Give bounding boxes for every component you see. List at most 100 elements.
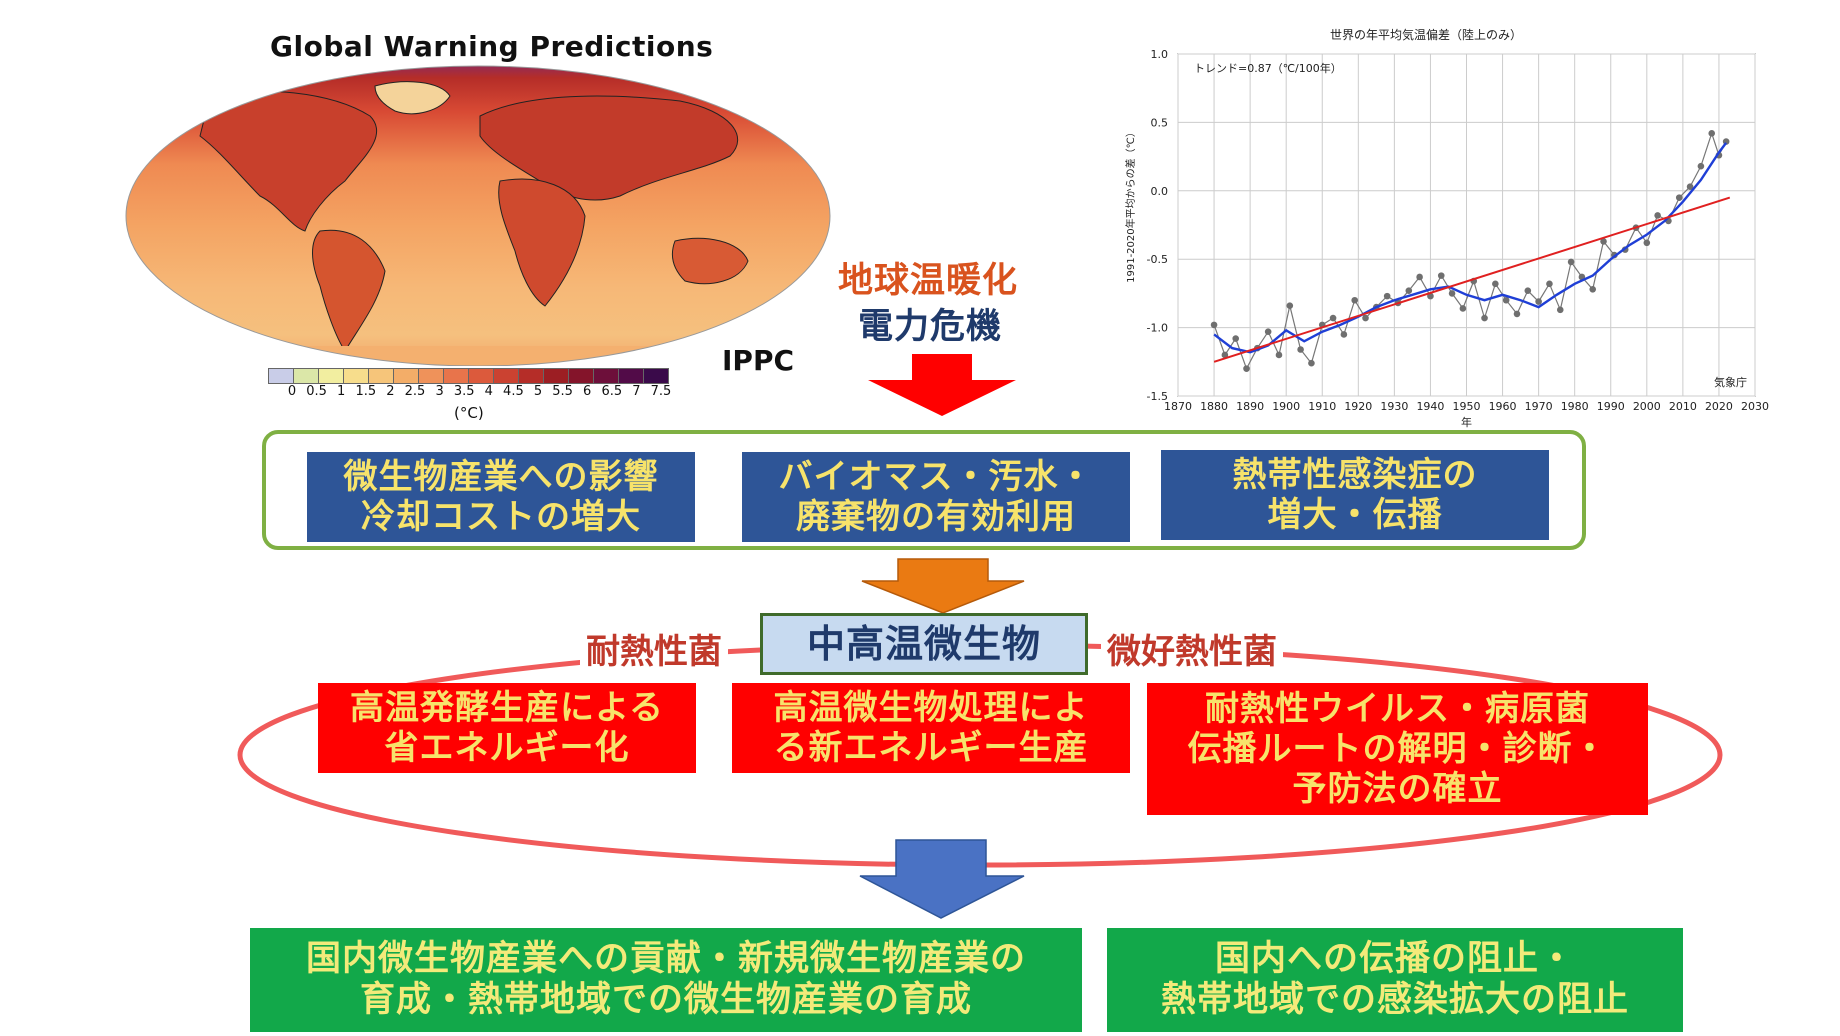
chart-annual-point	[1264, 328, 1272, 336]
label-thermophilic: 微好熱性菌	[1101, 624, 1283, 673]
colorbar-tick-label: 6.5	[601, 384, 623, 399]
colorbar-swatch	[543, 368, 568, 384]
chart-y-tick-label: 1.0	[1151, 48, 1169, 61]
chart-annual-point	[1459, 305, 1467, 312]
outcome-box-prevention-line2: 熱帯地域での感染拡大の阻止	[1160, 980, 1629, 1020]
chart-annual-point	[1286, 302, 1294, 310]
chart-annual-point	[1308, 359, 1315, 367]
outcome-box-prevention: 国内への伝播の阻止・ 熱帯地域での感染拡大の阻止	[1107, 928, 1683, 1032]
chart-annual-point	[1492, 280, 1499, 288]
chart-x-tick-label: 1870	[1164, 400, 1192, 413]
chart-y-tick-label: 0.5	[1151, 116, 1169, 129]
research-box-pathogen-line1: 耐熱性ウイルス・病原菌	[1205, 688, 1590, 729]
impact-box-infection-line2: 増大・伝播	[1267, 495, 1443, 535]
chart-annual-point	[1448, 290, 1456, 297]
chart-x-tick-label: 1880	[1200, 400, 1228, 413]
colorbar-tick-label: 7.5	[650, 384, 672, 399]
colorbar-swatch	[518, 368, 543, 384]
world-warming-map	[125, 65, 831, 366]
chart-x-tick-label: 1940	[1416, 400, 1444, 413]
chart-source-label: 気象庁	[1714, 375, 1747, 389]
temperature-anomaly-chart: 1870 1880 1890 1900 1910 1920 1930 1940 1950 1960…	[1124, 48, 1769, 429]
chart-x-tick-label: 1950	[1453, 400, 1481, 413]
label-thermotolerant: 耐熱性菌	[580, 624, 728, 673]
chart-y-tick-label: -0.5	[1147, 253, 1168, 266]
red-down-arrow-icon	[868, 354, 1016, 416]
chart-annual-point	[1502, 296, 1510, 304]
impact-frame	[262, 430, 1586, 550]
colorbar-swatch	[343, 368, 368, 384]
chart-annual-point	[1600, 238, 1607, 245]
outcome-box-industry: 国内微生物産業への貢献・新規微生物産業の 育成・熱帯地域での微生物産業の育成	[250, 928, 1082, 1032]
colorbar-swatch	[618, 368, 643, 384]
impact-box-biomass-line1: バイオマス・汚水・	[778, 456, 1094, 497]
research-box-fermentation-line2: 省エネルギー化	[384, 728, 630, 768]
chart-annual-point	[1654, 212, 1661, 219]
impact-box-infection: 熱帯性感染症の 増大・伝播	[1161, 450, 1549, 540]
chart-annual-point	[1351, 296, 1359, 304]
chart-annual-point	[1437, 272, 1445, 279]
chart-annual-point	[1243, 365, 1250, 372]
blue-down-arrow-icon	[859, 839, 1025, 919]
colorbar-swatch	[293, 368, 318, 384]
chart-annual-point	[1686, 183, 1694, 190]
map-colorbar-unit: (°C)	[454, 404, 484, 422]
outcome-box-industry-line2: 育成・熱帯地域での微生物産業の育成	[359, 980, 972, 1020]
chart-x-tick-label: 1930	[1380, 400, 1408, 413]
colorbar-swatch	[493, 368, 518, 384]
map-colorbar-ticks: 0 0.5 1 1.5 2 2.5 3 3.5 4 4.5 5 5.5 6 6.5 7 7.5	[268, 384, 688, 402]
chart-annual-point	[1535, 298, 1542, 305]
chart-annual-point	[1643, 239, 1651, 247]
chart-annual-point	[1340, 331, 1348, 338]
chart-annual-point	[1329, 314, 1337, 322]
chart-annual-point	[1567, 258, 1575, 266]
colorbar-tick-label: 4.5	[503, 384, 524, 399]
colorbar-swatch	[643, 368, 669, 384]
chart-trend-annotation: トレンド=0.87（℃/100年）	[1194, 61, 1342, 75]
colorbar-swatch	[393, 368, 418, 384]
chart-annual-point	[1546, 280, 1553, 288]
chart-y-axis-label: 1991-2020年平均からの差（℃）	[1124, 127, 1137, 283]
chart-annual-point	[1481, 314, 1488, 322]
impact-box-industry-line1: 微生物産業への影響	[343, 456, 659, 497]
colorbar-swatch	[568, 368, 593, 384]
research-box-fermentation: 高温発酵生産による 省エネルギー化	[318, 683, 696, 773]
center-microbes-box: 中高温微生物	[760, 613, 1088, 675]
caption-global-warming: 地球温暖化	[838, 261, 1019, 301]
colorbar-swatch	[418, 368, 443, 384]
chart-x-tick-label: 1970	[1525, 400, 1553, 413]
colorbar-tick-label: 2.5	[404, 384, 426, 399]
impact-box-biomass: バイオマス・汚水・ 廃棄物の有効利用	[742, 452, 1130, 542]
chart-title: 世界の年平均気温偏差（陸上のみ）	[1330, 28, 1523, 42]
chart-annual-point	[1405, 287, 1413, 294]
colorbar-tick-label: 3	[435, 384, 444, 399]
chart-annual-point	[1697, 162, 1705, 170]
chart-x-tick-label: 2030	[1741, 400, 1769, 413]
chart-y-tick-label: -1.5	[1147, 390, 1168, 403]
colorbar-tick-label: 3.5	[453, 384, 475, 399]
chart-annual-point	[1524, 287, 1532, 294]
chart-annual-point	[1297, 346, 1304, 353]
colorbar-tick-label: 5.5	[552, 384, 573, 399]
chart-x-tick-label: 2020	[1705, 400, 1733, 413]
colorbar-swatch	[268, 368, 293, 384]
map-colorbar	[268, 368, 669, 384]
chart-y-tick-label: -1.0	[1147, 322, 1168, 335]
colorbar-swatch	[318, 368, 343, 384]
chart-annual-point	[1383, 292, 1391, 300]
chart-annual-point	[1513, 310, 1521, 318]
chart-x-tick-label: 1910	[1308, 400, 1336, 413]
research-box-fermentation-line1: 高温発酵生産による	[350, 687, 664, 728]
chart-y-tick-label: 0.0	[1151, 185, 1169, 198]
colorbar-tick-label: 4	[484, 384, 493, 399]
chart-x-tick-label: 1980	[1561, 400, 1589, 413]
chart-series-trend-line	[1213, 196, 1731, 363]
colorbar-tick-label: 6	[583, 384, 592, 399]
research-box-pathogen: 耐熱性ウイルス・病原菌 伝播ルートの解明・診断・ 予防法の確立	[1147, 683, 1648, 815]
chart-x-tick-label: 1960	[1489, 400, 1517, 413]
chart-x-tick-label: 2010	[1669, 400, 1697, 413]
colorbar-tick-label: 0	[287, 384, 297, 399]
research-box-pathogen-line3: 予防法の確立	[1292, 769, 1503, 810]
chart-x-tick-label: 1920	[1344, 400, 1372, 413]
chart-annual-point	[1275, 351, 1283, 359]
